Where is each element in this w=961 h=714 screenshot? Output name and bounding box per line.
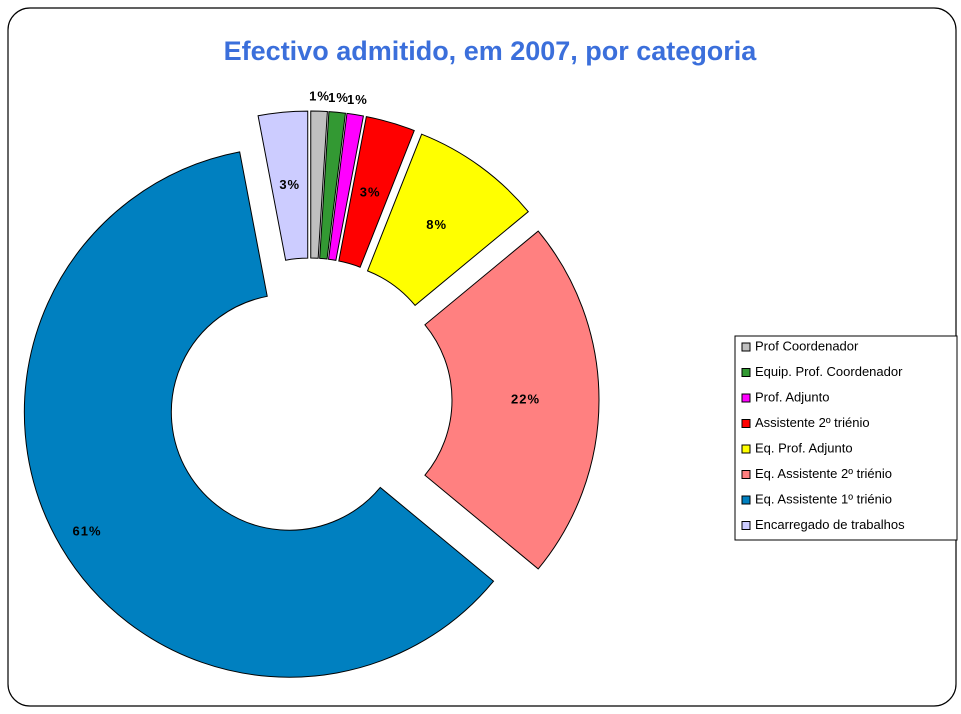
donut-slice bbox=[319, 111, 347, 260]
data-label: 1% bbox=[309, 89, 330, 104]
legend-swatch bbox=[741, 521, 751, 530]
data-label: 8% bbox=[426, 217, 447, 232]
donut-slice bbox=[424, 230, 600, 570]
data-label: 3% bbox=[279, 177, 300, 192]
legend-swatch bbox=[741, 495, 751, 505]
donut-slice bbox=[366, 133, 529, 307]
legend-swatch bbox=[741, 419, 751, 428]
data-label: 1% bbox=[328, 90, 349, 105]
legend-swatch bbox=[741, 444, 751, 454]
legend-label: Prof Coordenador bbox=[755, 338, 859, 353]
legend-label: Assistente 2º triénio bbox=[755, 415, 870, 430]
legend-label: Equip. Prof. Coordenador bbox=[755, 364, 903, 379]
donut-slice bbox=[310, 110, 328, 259]
legend-label: Eq. Assistente 2º triénio bbox=[755, 466, 892, 481]
legend-swatch bbox=[741, 342, 751, 352]
data-label: 3% bbox=[360, 184, 381, 199]
legend-label: Eq. Assistente 1º triénio bbox=[755, 491, 892, 506]
donut-slice bbox=[338, 116, 415, 268]
legend-label: Encarregado de trabalhos bbox=[755, 517, 905, 532]
legend-swatch bbox=[741, 368, 751, 377]
data-label: 61% bbox=[73, 523, 102, 538]
data-label: 22% bbox=[511, 391, 540, 406]
donut-slice bbox=[257, 110, 309, 261]
legend-box bbox=[734, 335, 958, 541]
donut-slice bbox=[23, 151, 495, 678]
legend-label: Prof. Adjunto bbox=[755, 389, 829, 404]
data-label: 1% bbox=[347, 92, 368, 107]
chart-title: Efectivo admitido, em 2007, por categori… bbox=[224, 36, 758, 66]
legend-label: Eq. Prof. Adjunto bbox=[755, 440, 853, 455]
legend-swatch bbox=[741, 470, 751, 479]
donut-slice bbox=[327, 112, 364, 261]
legend-swatch bbox=[741, 393, 751, 403]
